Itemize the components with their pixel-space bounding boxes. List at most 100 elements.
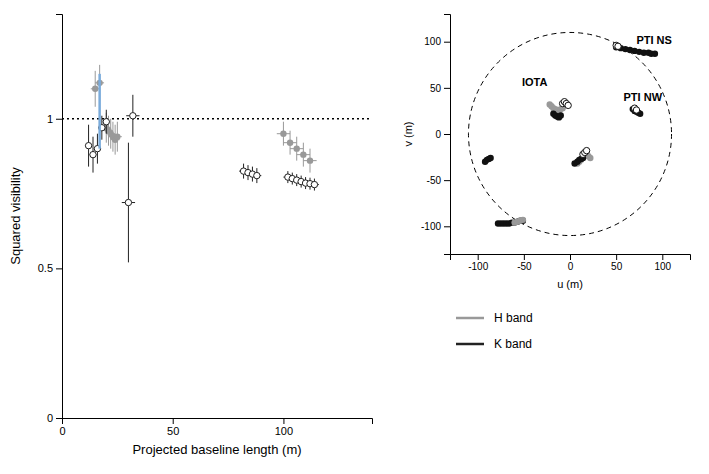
point xyxy=(587,155,593,161)
tick: 100 xyxy=(424,36,450,47)
series xyxy=(613,44,658,57)
panel: 05010000.51Projected baseline length (m)… xyxy=(8,15,373,458)
tick-label: 50 xyxy=(611,261,623,272)
series xyxy=(495,218,526,227)
point xyxy=(300,151,306,157)
tick-mark xyxy=(56,268,62,269)
plot-area xyxy=(62,65,372,263)
point xyxy=(633,107,639,113)
tick-label: -100 xyxy=(421,221,441,232)
point xyxy=(307,157,313,163)
point xyxy=(294,145,300,151)
tick-mark xyxy=(662,254,663,260)
legend-label: K band xyxy=(494,337,532,351)
point xyxy=(311,181,317,187)
x-axis: -100 -50 0 50 100 xyxy=(451,254,691,272)
tick: -50 xyxy=(427,175,450,186)
tick-mark xyxy=(478,254,479,260)
tick: -100 xyxy=(421,221,450,232)
point xyxy=(114,133,120,139)
axis-line xyxy=(63,419,373,425)
tick: 100 xyxy=(275,418,293,437)
tick-mark xyxy=(444,180,450,181)
tick-mark xyxy=(444,42,450,43)
point xyxy=(615,43,621,49)
legend-item: H band xyxy=(456,311,533,325)
panel: -100 -50 0 50 100 -100 -50 0 50 100 PTI NS IOTA PTI … xyxy=(402,15,691,291)
tick-label: 100 xyxy=(654,261,671,272)
series xyxy=(550,110,564,120)
tick: 0.5 xyxy=(38,262,62,274)
tick-label: 0 xyxy=(568,261,574,272)
point xyxy=(520,217,526,223)
annotation: IOTA xyxy=(522,76,548,88)
tick: -50 xyxy=(517,254,532,272)
tick-label: 0 xyxy=(59,425,65,437)
plot-area xyxy=(468,32,671,235)
figure: 05010000.51Projected baseline length (m)… xyxy=(0,0,709,474)
y-axis-title: Squared visibility xyxy=(8,167,23,265)
tick: 1 xyxy=(47,113,62,125)
tick-mark xyxy=(444,88,450,89)
x-axis-title: Projected baseline length (m) xyxy=(132,442,301,457)
point xyxy=(85,142,91,148)
series xyxy=(613,42,621,49)
point xyxy=(130,113,136,119)
tick: 0 xyxy=(47,412,62,424)
y-axis-title: v (m) xyxy=(402,121,414,146)
tick: 50 xyxy=(611,254,623,272)
tick: 0 xyxy=(568,254,574,272)
series xyxy=(559,98,571,108)
series xyxy=(482,155,494,165)
point xyxy=(558,112,564,118)
x-axis-title: u (m) xyxy=(557,278,583,290)
tick: 50 xyxy=(430,83,450,94)
point xyxy=(254,172,260,178)
point xyxy=(565,102,571,108)
point xyxy=(90,151,96,157)
tick: 50 xyxy=(167,418,179,437)
line xyxy=(98,74,101,149)
series xyxy=(91,65,317,173)
x-axis: 0 50 100 xyxy=(59,418,372,437)
tick-mark xyxy=(570,254,571,260)
tick-label: 100 xyxy=(275,425,293,437)
tick-mark xyxy=(616,254,617,260)
point xyxy=(487,155,493,161)
series xyxy=(85,95,319,263)
tick-mark xyxy=(524,254,525,260)
tick-label: 0.5 xyxy=(38,262,53,274)
axis-line xyxy=(56,15,63,419)
tick-label: 0 xyxy=(47,412,53,424)
tick-label: -50 xyxy=(427,175,442,186)
point xyxy=(280,131,286,137)
series xyxy=(511,217,526,226)
point xyxy=(583,147,589,153)
tick: 0 xyxy=(435,129,450,140)
tick: 100 xyxy=(654,254,671,272)
tick-label: 50 xyxy=(430,83,442,94)
tick-label: 1 xyxy=(47,113,53,125)
legend-swatch xyxy=(456,317,484,320)
radius-circle xyxy=(468,32,671,235)
legend: H band K band xyxy=(456,311,533,351)
tick-label: 0 xyxy=(435,129,441,140)
axis-line xyxy=(451,255,691,261)
point xyxy=(287,139,293,145)
series xyxy=(99,74,100,149)
series xyxy=(631,105,639,113)
point xyxy=(125,199,131,205)
tick-mark xyxy=(173,418,174,424)
legend-item: K band xyxy=(456,337,532,351)
tick: 0 xyxy=(59,418,65,437)
axis-line xyxy=(444,15,451,255)
tick: -100 xyxy=(468,254,488,272)
tick-mark xyxy=(56,418,62,419)
annotation: PTI NS xyxy=(636,34,671,46)
tick-mark xyxy=(56,119,62,120)
point xyxy=(652,50,658,56)
series xyxy=(630,106,644,117)
y-axis: 00.51 xyxy=(38,15,63,425)
annotation: PTI NW xyxy=(624,91,663,103)
tick-label: -100 xyxy=(468,261,488,272)
